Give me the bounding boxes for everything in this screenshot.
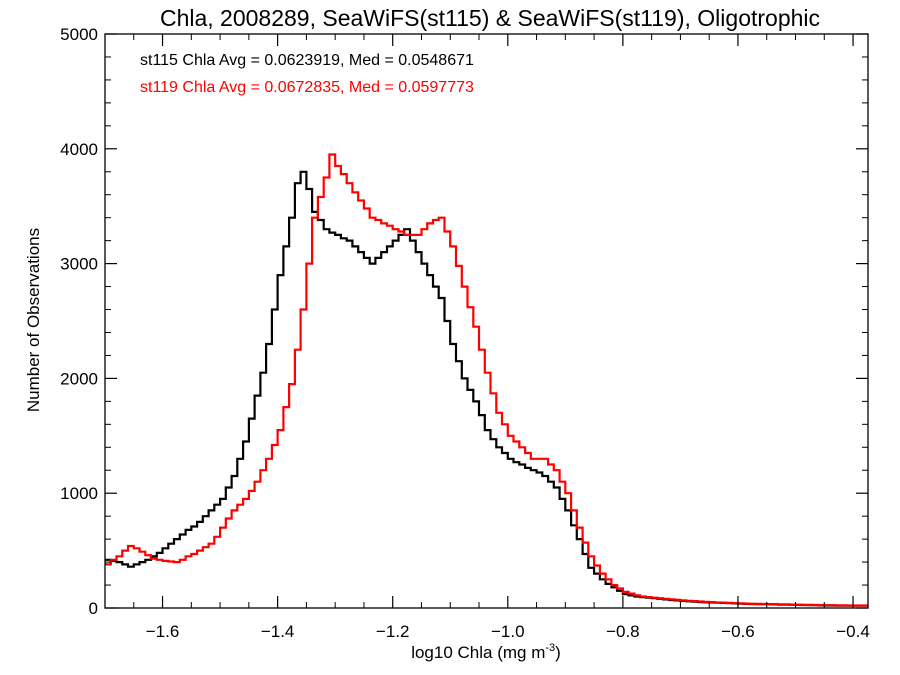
y-tick-label: 4000 bbox=[60, 140, 98, 159]
x-tick-label: −0.8 bbox=[606, 622, 640, 641]
plot-frame bbox=[104, 33, 869, 609]
plot-series bbox=[105, 153, 868, 607]
y-axis-label: Number of Observations bbox=[24, 228, 43, 412]
x-axis-label: log10 Chla (mg m-3) bbox=[411, 642, 561, 662]
chart-title: Chla, 2008289, SeaWiFS(st115) & SeaWiFS(… bbox=[160, 5, 820, 31]
x-tick-labels: −1.6 −1.4 −1.2 −1.0 −0.8 −0.6 −0.4 bbox=[146, 622, 870, 641]
legend-entry-st119: st119 Chla Avg = 0.0672835, Med = 0.0597… bbox=[140, 79, 474, 96]
y-tick-label: 2000 bbox=[60, 369, 98, 388]
x-axis-label-text: log10 Chla (mg m bbox=[411, 643, 545, 662]
x-tick-label: −1.6 bbox=[146, 622, 180, 641]
legend-entry-st115: st115 Chla Avg = 0.0623919, Med = 0.0548… bbox=[140, 52, 474, 69]
y-tick-labels: 0 1000 2000 3000 4000 5000 bbox=[60, 25, 98, 618]
x-axis-label-sup: -3 bbox=[545, 642, 555, 654]
series-line-st115 bbox=[105, 170, 868, 607]
x-axis-label-suffix: ) bbox=[555, 643, 561, 662]
x-tick-label: −0.6 bbox=[721, 622, 755, 641]
y-tick-label: 1000 bbox=[60, 484, 98, 503]
series-line-st119 bbox=[105, 153, 868, 607]
y-tick-label: 3000 bbox=[60, 255, 98, 274]
x-tick-label: −1.4 bbox=[261, 622, 295, 641]
x-tick-label: −1.2 bbox=[376, 622, 410, 641]
x-tick-label: −0.4 bbox=[836, 622, 870, 641]
y-tick-label: 5000 bbox=[60, 25, 98, 44]
axis-ticks bbox=[105, 33, 868, 609]
x-tick-label: −1.0 bbox=[491, 622, 525, 641]
y-tick-label: 0 bbox=[89, 599, 98, 618]
